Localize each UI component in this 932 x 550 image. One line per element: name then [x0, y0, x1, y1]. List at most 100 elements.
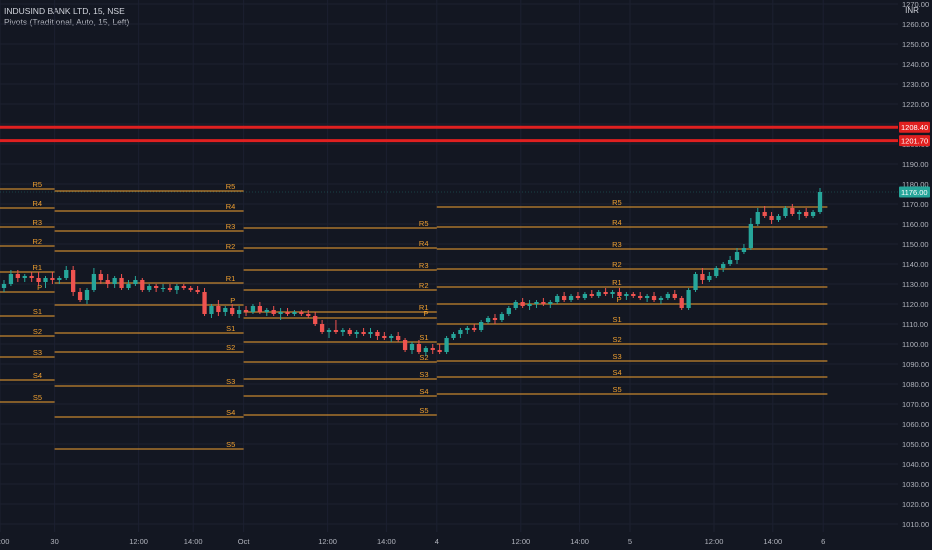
candle [548, 300, 553, 308]
candle [465, 326, 470, 334]
candle-body [299, 312, 304, 314]
pivot-label-s1: S1 [226, 324, 235, 333]
candle [479, 320, 484, 332]
candle-body [416, 344, 422, 352]
candle-body [561, 296, 567, 300]
price-labels: 1208.40 1201.70 1176.00 [899, 121, 930, 198]
candle-body [216, 306, 221, 312]
candle [236, 306, 242, 318]
candle [561, 292, 567, 302]
candle [230, 304, 235, 316]
pivot-label-p: P [423, 309, 428, 318]
candle-body [250, 306, 256, 312]
candle-body [651, 296, 657, 300]
pivot-label-p: P [230, 296, 235, 305]
candle-body [423, 348, 428, 352]
time-tick-label: 30 [50, 537, 58, 546]
candle-body [444, 338, 449, 352]
pivot-label-s3: S3 [613, 352, 622, 361]
candle-body [644, 296, 650, 298]
candle-body [264, 310, 269, 312]
price-label-box [899, 186, 930, 198]
candle [582, 292, 588, 300]
candle [707, 272, 712, 282]
candle-body [672, 294, 677, 298]
candle-body [465, 328, 470, 330]
candle [721, 262, 726, 272]
candle-body [57, 278, 62, 280]
candle [306, 310, 311, 318]
horizontal-lines[interactable] [0, 125, 898, 193]
candle-body [485, 318, 491, 322]
indicator-legend[interactable]: Pivots (Traditional, Auto, 15, Left) [4, 17, 130, 27]
candle [119, 274, 124, 290]
candle-body [84, 290, 90, 300]
pivot-label-s1: S1 [613, 315, 622, 324]
time-tick-label: 14:00 [570, 537, 589, 546]
candle [36, 272, 41, 286]
candle [506, 306, 511, 316]
candle [326, 328, 332, 338]
candle-body [693, 274, 698, 290]
symbol-title[interactable]: INDUSIND BANK LTD, 15, NSE [4, 6, 125, 16]
candle-body [617, 292, 622, 296]
pivot-label-r3: R3 [33, 218, 43, 227]
candle [64, 266, 69, 280]
candle [181, 284, 186, 290]
candle-body [665, 294, 671, 298]
candle [485, 316, 491, 324]
time-axis[interactable]: 14:00 30 12:00 14:00 Oct 12:00 14:00 4 12:00 14:0… [0, 532, 932, 550]
candle-body [319, 324, 325, 332]
pivot-label-s2: S2 [613, 335, 622, 344]
candle [423, 346, 428, 356]
candle [402, 338, 408, 352]
candle-body [430, 348, 435, 350]
candle [8, 270, 14, 286]
candle-body [534, 302, 539, 304]
pivot-label-r4: R4 [612, 218, 622, 227]
candle-body [188, 288, 193, 290]
candles [1, 188, 823, 356]
pivot-label-s4: S4 [226, 408, 235, 417]
time-tick-label: 12:00 [318, 537, 337, 546]
candle [382, 332, 387, 340]
candle [555, 294, 560, 304]
candle-body [396, 336, 401, 340]
price-tick-label: 1050.00 [902, 440, 929, 449]
candle [748, 218, 753, 250]
candle [810, 210, 816, 218]
candle-body [727, 260, 733, 264]
candle [209, 304, 214, 318]
candle-body [548, 302, 553, 304]
candle [651, 292, 657, 302]
candle-body [513, 302, 518, 308]
candle-body [375, 332, 380, 336]
candle-body [686, 290, 691, 308]
candle-body [382, 336, 387, 338]
time-tick-label: 14:00 [184, 537, 203, 546]
candle [734, 248, 740, 264]
candle-body [167, 288, 173, 290]
candle [624, 292, 629, 300]
candle [153, 284, 159, 292]
pivot-label-r2: R2 [33, 237, 43, 246]
pivot-label-r3: R3 [612, 240, 622, 249]
pivot-label-s5: S5 [33, 393, 42, 402]
candle [264, 308, 269, 316]
candle [1, 280, 7, 292]
pivot-label-s5: S5 [419, 406, 428, 415]
candle [160, 284, 166, 292]
candle-body [575, 296, 581, 298]
price-tick-label: 1120.00 [902, 300, 929, 309]
price-axis[interactable]: 1010.00 1020.00 1030.00 1040.00 1050.00 1060.… [898, 0, 932, 550]
candle [361, 328, 366, 336]
price-tick-label: 1020.00 [902, 500, 929, 509]
candle-body [71, 270, 76, 292]
price-tick-label: 1190.00 [902, 160, 929, 169]
pivot-label-s1: S1 [33, 307, 42, 316]
candle [679, 296, 684, 310]
candle [804, 208, 809, 218]
price-tick-label: 1260.00 [902, 20, 929, 29]
candle [568, 294, 574, 302]
